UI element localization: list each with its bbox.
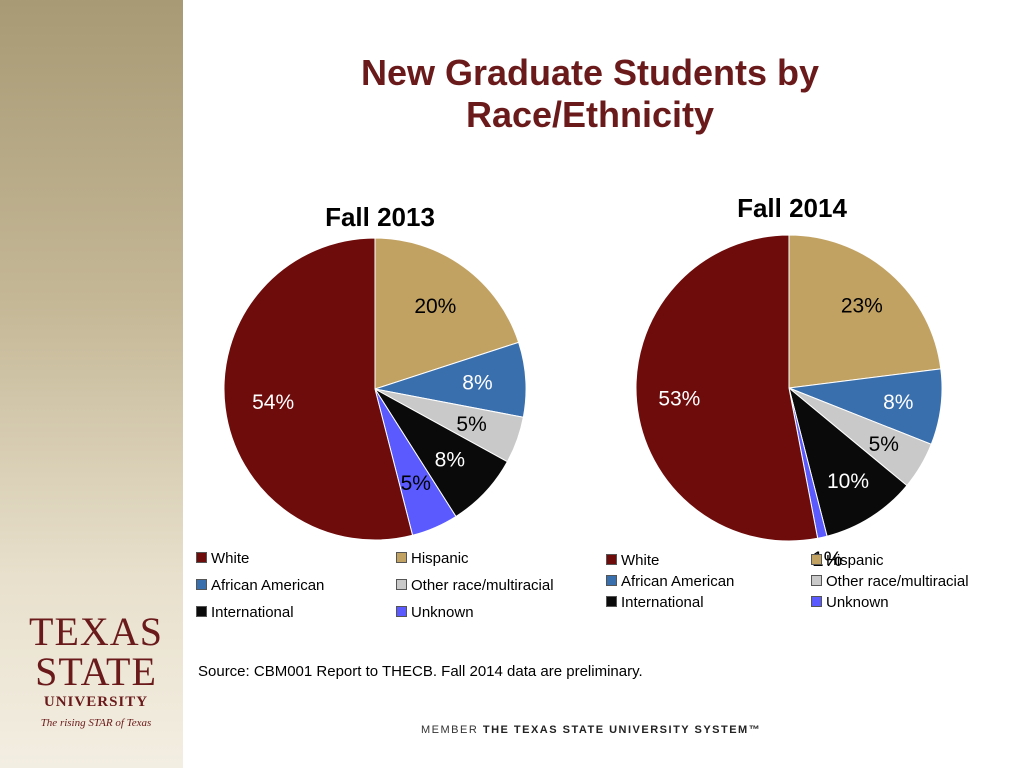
chart-title: Fall 2014 [737, 193, 847, 223]
legend-item-hispanic: Hispanic [811, 552, 884, 569]
legend-item-unknown: Unknown [811, 594, 889, 611]
chart-title: Fall 2013 [325, 202, 435, 232]
data-label-international: 8% [435, 448, 465, 471]
pie-slice-white [635, 234, 819, 542]
data-label-white: 53% [658, 387, 700, 410]
legend-swatch [606, 596, 617, 607]
logo-state: STATE [35, 649, 157, 694]
legend-item-african-american: African American [196, 577, 324, 594]
legend-label: Other race/multiracial [411, 577, 554, 594]
legend-swatch [396, 606, 407, 617]
legend-swatch [196, 579, 207, 590]
pie-slice-white [223, 237, 414, 541]
pie-slice-hispanic [374, 237, 520, 390]
legend-label: Hispanic [826, 552, 884, 569]
legend-item-other-race-multiracial: Other race/multiracial [811, 573, 969, 590]
data-label-white: 54% [252, 391, 294, 414]
legend-swatch [811, 554, 822, 565]
logo-tagline: The rising STAR of Texas [40, 717, 152, 729]
legend-label: White [211, 550, 250, 567]
legend-label: International [211, 604, 294, 621]
data-label-other-race-multiracial: 5% [456, 413, 486, 436]
legend-label: African American [211, 577, 325, 594]
legend-item-white: White [606, 552, 659, 569]
legend-swatch [196, 552, 207, 563]
member-footer: MEMBER THE TEXAS STATE UNIVERSITY SYSTEM… [421, 724, 761, 736]
data-label-unknown: 5% [401, 472, 431, 495]
legend-item-african-american: African American [606, 573, 734, 590]
legend-label: Unknown [411, 604, 474, 621]
pie-slice-international [788, 386, 908, 537]
legend-item-international: International [196, 604, 294, 621]
system-name: THE TEXAS STATE UNIVERSITY SYSTEM™ [482, 724, 762, 736]
data-label-african-american: 8% [883, 391, 913, 414]
legend-swatch [811, 596, 822, 607]
legend-swatch [196, 606, 207, 617]
logo-university: UNIVERSITY [43, 694, 149, 710]
legend-swatch [811, 575, 822, 586]
legend-item-hispanic: Hispanic [396, 550, 469, 567]
legend-item-white: White [196, 550, 249, 567]
legend-label: African American [621, 573, 735, 590]
legend-item-unknown: Unknown [396, 604, 474, 621]
legend-label: Unknown [826, 594, 889, 611]
legend-item-international: International [606, 594, 704, 611]
logo-texas: TEXAS [29, 609, 163, 654]
data-label-hispanic: 23% [841, 294, 883, 317]
source-note: Source: CBM001 Report to THECB. Fall 201… [198, 663, 643, 680]
member-label: MEMBER [421, 724, 479, 736]
data-label-unknown: 1% [812, 548, 842, 571]
legend-swatch [396, 579, 407, 590]
legend-label: International [621, 594, 704, 611]
data-label-hispanic: 20% [414, 295, 456, 318]
legend-fall-2014: White Hispanic African American Other race/… [606, 552, 1016, 615]
data-label-african-american: 8% [462, 372, 492, 395]
legend-swatch [606, 554, 617, 565]
legend-swatch [606, 575, 617, 586]
data-label-international: 10% [827, 470, 869, 493]
texas-state-logo: TEXAS STATE UNIVERSITY The rising STAR o… [26, 609, 166, 730]
slide-title: New Graduate Students by Race/Ethnicity [360, 52, 820, 135]
legend-label: Hispanic [411, 550, 469, 567]
legend-swatch [396, 552, 407, 563]
legend-item-other-race-multiracial: Other race/multiracial [396, 577, 554, 594]
data-label-other-race-multiracial: 5% [869, 433, 899, 456]
legend-label: Other race/multiracial [826, 573, 969, 590]
legend-label: White [621, 552, 660, 569]
sidebar-band [0, 0, 183, 768]
legend-fall-2013: White Hispanic African American Other race/… [196, 550, 596, 631]
pie-slice-hispanic [788, 234, 942, 389]
